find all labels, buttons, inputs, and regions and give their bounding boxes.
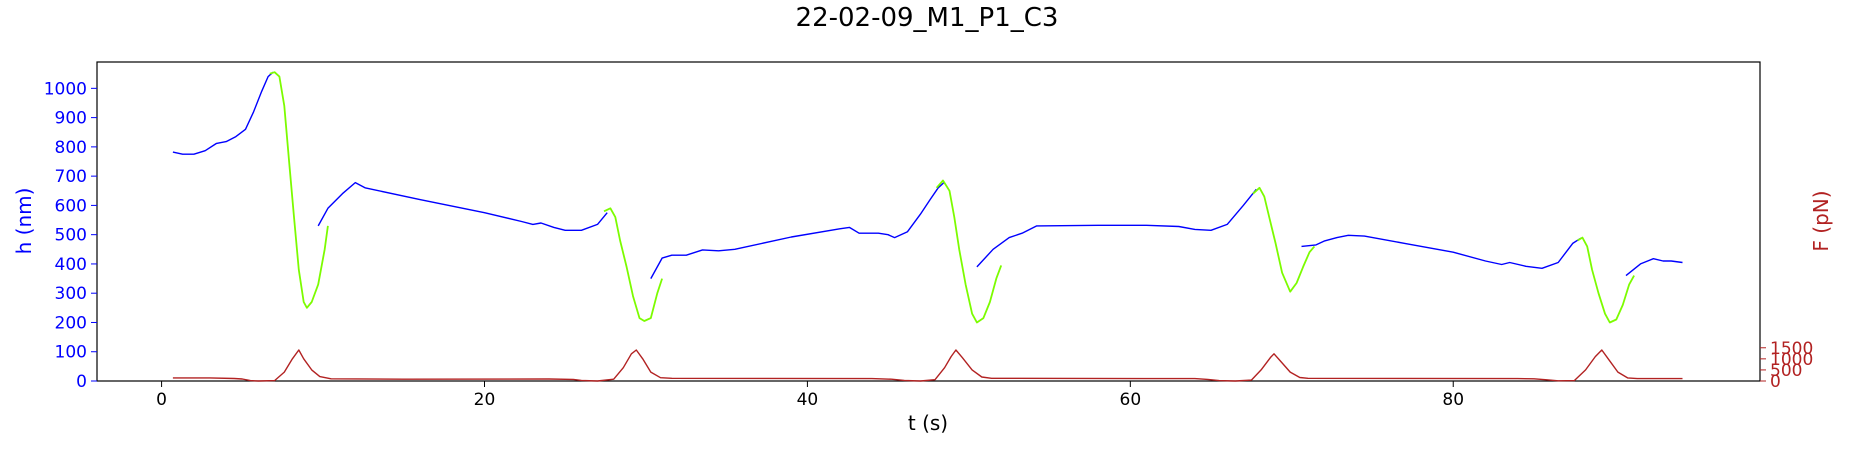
y-left-tick-label: 800: [55, 138, 87, 158]
y-left-tick-label: 600: [55, 196, 87, 216]
y-left-tick-label: 100: [55, 343, 87, 363]
plot-frame: [96, 61, 1761, 382]
series-line-height: [1301, 234, 1582, 269]
y-right-tick-label: 1500: [1770, 339, 1813, 359]
y-left-tick-label: 900: [55, 109, 87, 129]
chart-title: 22-02-09_M1_P1_C3: [796, 3, 1059, 33]
x-axis-label: t (s): [908, 411, 948, 435]
series-line-height: [317, 181, 608, 232]
y-axis-left-label: h (nm): [12, 188, 36, 255]
y-axis-right-label: F (pN): [1809, 190, 1833, 251]
series-line-height-pulling: [1577, 236, 1635, 324]
series-line-height-pulling: [935, 179, 1003, 324]
series-line-height-pulling: [1252, 186, 1316, 293]
x-tick-label: 0: [156, 390, 167, 410]
y-left-tick-label: 500: [55, 226, 87, 246]
series-line-height: [1625, 258, 1683, 277]
y-right-tick-label: 500: [1770, 361, 1802, 381]
series-line-force: [172, 349, 1683, 382]
y-left-tick-label: 400: [55, 255, 87, 275]
series-line-height: [650, 181, 946, 279]
y-left-tick-label: 200: [55, 313, 87, 333]
x-tick-label: 80: [1442, 390, 1464, 410]
y-right-tick-label: 0: [1770, 372, 1781, 392]
y-left-tick-label: 1000: [44, 79, 87, 99]
y-left-tick-label: 300: [55, 284, 87, 304]
y-left-tick-label: 700: [55, 167, 87, 187]
y-left-tick-label: 0: [76, 372, 87, 392]
plot-area: [172, 71, 1683, 382]
x-tick-label: 40: [797, 390, 819, 410]
x-tick-label: 20: [474, 390, 496, 410]
series-line-height: [976, 188, 1257, 268]
y-axis-left: 0 100 200 300 400 500 600 700 800 900 1000: [44, 79, 97, 392]
x-tick-label: 60: [1120, 390, 1142, 410]
y-right-tick-label: 1000: [1770, 350, 1813, 370]
series-line-height: [172, 71, 274, 155]
x-axis: 0 20 40 60 80: [156, 381, 1464, 410]
series-line-height-pulling: [269, 71, 329, 309]
series-line-height-pulling: [603, 207, 663, 322]
